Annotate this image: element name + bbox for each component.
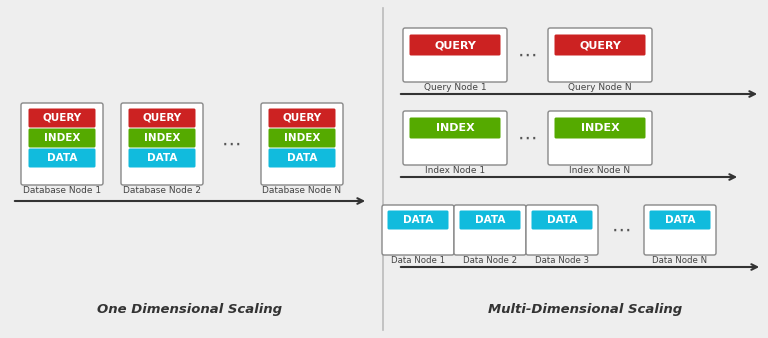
FancyBboxPatch shape [650,211,710,230]
Text: DATA: DATA [286,153,317,163]
FancyBboxPatch shape [409,34,501,55]
Text: Database Node 1: Database Node 1 [23,186,101,195]
Text: DATA: DATA [402,215,433,225]
FancyBboxPatch shape [261,103,343,185]
FancyBboxPatch shape [644,205,716,255]
FancyBboxPatch shape [554,34,645,55]
Text: Data Node 2: Data Node 2 [463,256,517,265]
Text: Multi-Dimensional Scaling: Multi-Dimensional Scaling [488,303,682,316]
Text: INDEX: INDEX [581,123,619,133]
FancyBboxPatch shape [121,103,203,185]
FancyBboxPatch shape [21,103,103,185]
Text: Query Node N: Query Node N [568,83,632,92]
Text: One Dimensional Scaling: One Dimensional Scaling [98,303,283,316]
Text: ⋯: ⋯ [611,220,631,240]
FancyBboxPatch shape [128,128,196,147]
Text: QUERY: QUERY [434,40,476,50]
Text: ⋯: ⋯ [222,135,242,153]
Text: INDEX: INDEX [144,133,180,143]
FancyBboxPatch shape [269,108,336,127]
FancyBboxPatch shape [531,211,592,230]
FancyBboxPatch shape [548,28,652,82]
Text: Data Node 3: Data Node 3 [535,256,589,265]
FancyBboxPatch shape [28,128,95,147]
FancyBboxPatch shape [454,205,526,255]
Text: DATA: DATA [475,215,505,225]
Text: Index Node 1: Index Node 1 [425,166,485,175]
FancyBboxPatch shape [269,148,336,168]
Text: DATA: DATA [147,153,177,163]
FancyBboxPatch shape [554,118,645,139]
FancyBboxPatch shape [382,205,454,255]
FancyBboxPatch shape [128,148,196,168]
Text: Database Node N: Database Node N [263,186,342,195]
FancyBboxPatch shape [526,205,598,255]
Text: INDEX: INDEX [44,133,80,143]
FancyBboxPatch shape [269,128,336,147]
Text: Data Node 1: Data Node 1 [391,256,445,265]
Text: DATA: DATA [547,215,578,225]
Text: ⋯: ⋯ [518,128,538,147]
Text: QUERY: QUERY [283,113,322,123]
FancyBboxPatch shape [548,111,652,165]
FancyBboxPatch shape [28,148,95,168]
FancyBboxPatch shape [403,111,507,165]
Text: Database Node 2: Database Node 2 [123,186,201,195]
FancyBboxPatch shape [28,108,95,127]
Text: ⋯: ⋯ [518,46,538,65]
FancyBboxPatch shape [388,211,449,230]
Text: DATA: DATA [665,215,695,225]
FancyBboxPatch shape [128,108,196,127]
FancyBboxPatch shape [403,28,507,82]
FancyBboxPatch shape [409,118,501,139]
Text: Data Node N: Data Node N [653,256,707,265]
Text: Query Node 1: Query Node 1 [424,83,486,92]
Text: Index Node N: Index Node N [569,166,631,175]
Text: DATA: DATA [47,153,78,163]
FancyBboxPatch shape [459,211,521,230]
Text: QUERY: QUERY [142,113,181,123]
Text: QUERY: QUERY [579,40,621,50]
Text: INDEX: INDEX [435,123,475,133]
Text: INDEX: INDEX [284,133,320,143]
Text: QUERY: QUERY [42,113,81,123]
